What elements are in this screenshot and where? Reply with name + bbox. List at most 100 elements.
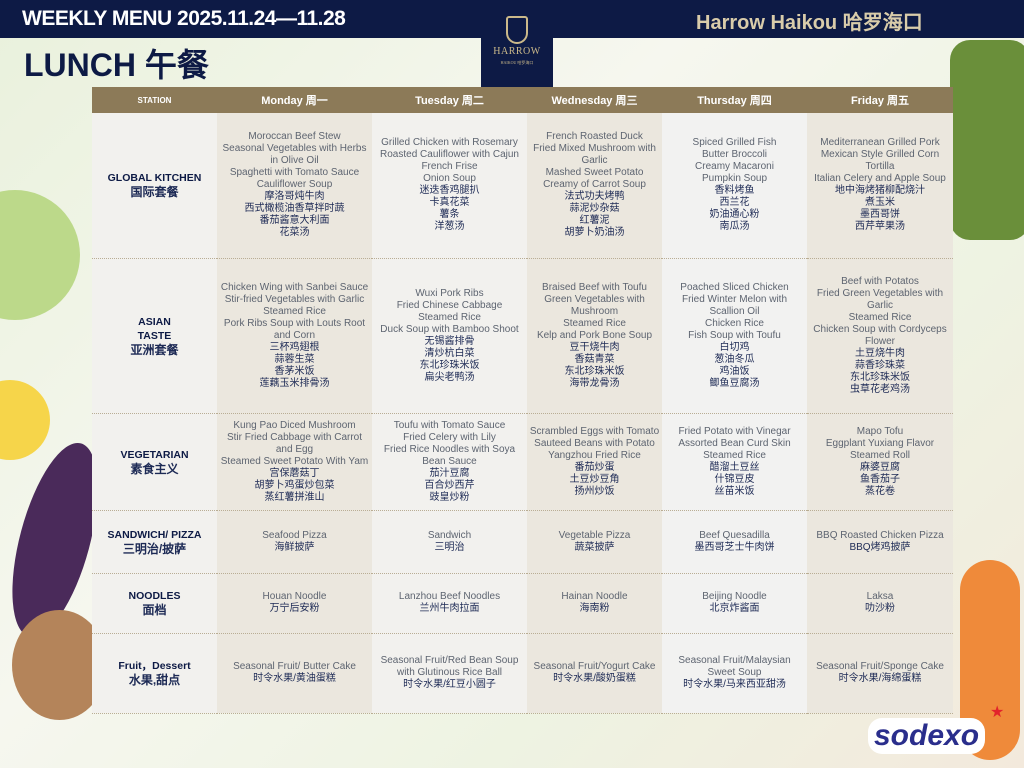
dish-en: Poached Sliced Chicken (680, 281, 789, 293)
dish-zh: 东北珍珠米饭 (564, 365, 625, 377)
dish-zh: 蒜蓉生菜 (274, 353, 315, 365)
dish-zh: 蒜泥炒杂菇 (569, 203, 620, 215)
dish-en: Chicken Soup with Cordyceps Flower (813, 323, 947, 347)
harrow-logo: HARROW HAIKOU 哈罗海口 (481, 0, 553, 95)
dish-en: Pork Ribs Soup with Louts Root and Corn (223, 317, 366, 341)
dish-zh: 白切鸡 (719, 341, 750, 353)
station-name-zh: 亚洲套餐 (130, 342, 179, 357)
station-name: VEGETARIAN (120, 448, 189, 461)
station-name: ASIAN (138, 315, 171, 328)
dish-zh: 时令水果/酸奶蛋糕 (553, 673, 636, 684)
dish-zh: 扬州炒饭 (574, 485, 615, 497)
dish-zh: 海南粉 (579, 603, 610, 614)
dish-zh: 迷迭香鸡腿扒 (419, 185, 480, 197)
menu-cell: Wuxi Pork Ribs Fried Chinese Cabbage Steam… (372, 258, 527, 414)
dish-en: Stir-fried Vegetables with Garlic (224, 293, 365, 305)
dish-zh: 海鲜披萨 (274, 541, 315, 553)
dish-zh: 虫草花老鸡汤 (850, 383, 910, 395)
dish-zh: 薯条 (439, 209, 460, 221)
dish-en: Fried Potato with Vinegar (678, 425, 791, 437)
day-header: Friday 周五 (807, 87, 953, 113)
dish-zh: 红薯泥 (579, 215, 610, 227)
dish-en: Seafood Pizza (262, 529, 327, 541)
station-cell: GLOBAL KITCHEN 国际套餐 (92, 113, 217, 259)
dish-en: Seasonal Fruit/Malaysian Sweet Soup (678, 655, 791, 678)
dish-zh: 丝苗米饭 (714, 485, 755, 497)
menu-cell: Chicken Wing with Sanbei Sauce Stir-fried… (217, 258, 372, 414)
dish-en: Beef Quesadilla (699, 529, 770, 541)
menu-cell: Beijing Noodle 北京炸酱面 (662, 573, 807, 634)
menu-cell: BBQ Roasted Chicken Pizza BBQ烤鸡披萨 (807, 510, 953, 574)
dish-zh: 三杯鸡翅根 (269, 341, 320, 353)
menu-cell: Beef with Potatos Fried Green Vegetables … (807, 258, 953, 414)
dish-en: Wuxi Pork Ribs (415, 287, 484, 299)
dish-en: Sandwich (427, 529, 472, 541)
menu-cell: Houan Noodle 万宁后安粉 (217, 573, 372, 634)
dish-zh: 香料烤鱼 (714, 185, 755, 197)
dish-zh: 时令水果/红豆小圆子 (403, 679, 496, 690)
dish-en: Laksa (866, 591, 894, 602)
station-name: Fruit，Dessert (118, 660, 191, 672)
dish-en: Fried Rice Noodles with Soya Bean Sauce (383, 443, 516, 467)
dish-zh: 地中海烤猪柳配烧汁 (835, 185, 925, 197)
dish-en: Fried Mixed Mushroom with Garlic (533, 143, 656, 167)
logo-subtext: HAIKOU 哈罗海口 (500, 60, 534, 65)
menu-row: SANDWICH/ PIZZA 三明治/披萨 Seafood Pizza 海鲜披萨 Sa… (92, 510, 953, 574)
dish-zh: 叻沙粉 (865, 603, 895, 614)
dish-zh: 什锦豆皮 (714, 473, 755, 485)
dish-en: Steamed Rice (703, 449, 766, 461)
day-header: Monday 周一 (217, 87, 372, 113)
station-header: STATION (92, 87, 217, 113)
dish-en: Steamed Rice (563, 317, 626, 329)
dish-zh: 时令水果/马来西亚甜汤 (683, 679, 786, 690)
dish-en: Kelp and Pork Bone Soup (536, 329, 653, 341)
station-cell: Fruit，Dessert 水果,甜点 (92, 633, 217, 714)
menu-cell: Mediterranean Grilled Pork Mexican Style … (807, 113, 953, 259)
dish-zh: 法式功夫烤鸭 (564, 191, 625, 203)
dish-en: Braised Beef with Toufu (542, 281, 647, 293)
dish-en: Chicken Wing with Sanbei Sauce (220, 281, 369, 293)
dish-en: Onion Soup (423, 173, 476, 185)
dish-zh: 豉皇炒粉 (429, 491, 470, 503)
menu-cell: Scrambled Eggs with Tomato Sauteed Beans … (527, 413, 662, 511)
dish-zh: 胡萝卜奶油汤 (564, 227, 625, 239)
dish-en: Sauteed Beans with Potato (534, 437, 655, 449)
day-header: Tuesday 周二 (372, 87, 527, 113)
dish-en: Creamy Macaroni (695, 161, 774, 173)
dish-zh: BBQ烤鸡披萨 (849, 541, 911, 553)
dish-zh: 蔬菜披萨 (574, 541, 615, 553)
dish-en: Stir Fried Cabbage with Carrot and Egg (226, 431, 363, 455)
menu-cell: Poached Sliced Chicken Fried Winter Melon… (662, 258, 807, 414)
dish-en: Mediterranean Grilled Pork (820, 137, 940, 149)
dish-en: Seasonal Vegetables with Herbs in Olive … (222, 143, 367, 167)
dish-zh: 蒜香珍珠菜 (855, 359, 905, 371)
dish-en: Steamed Rice (848, 311, 912, 323)
dish-zh: 香菇青菜 (574, 353, 615, 365)
menu-cell: French Roasted Duck Fried Mixed Mushroom … (527, 113, 662, 259)
dish-en: Mashed Sweet Potato (545, 167, 644, 179)
dish-zh: 醋溜土豆丝 (709, 461, 760, 473)
menu-row: GLOBAL KITCHEN 国际套餐 Moroccan Beef Stew Seas… (92, 113, 953, 259)
station-cell: SANDWICH/ PIZZA 三明治/披萨 (92, 510, 217, 574)
dish-en: Grilled Chicken with Rosemary (381, 137, 518, 149)
dish-zh: 宫保蘑菇丁 (269, 467, 320, 479)
dish-zh: 土豆烧牛肉 (855, 347, 905, 359)
dish-zh: 西兰花 (719, 197, 750, 209)
dish-zh: 蒸红薯拼淮山 (264, 491, 325, 503)
station-name-zh: 素食主义 (130, 461, 179, 476)
dish-zh: 清炒杭白菜 (424, 347, 475, 359)
dish-zh: 煮玉米 (865, 197, 895, 209)
dish-en: Eggplant Yuxiang Flavor (825, 437, 935, 449)
dish-zh: 土豆炒豆角 (569, 473, 620, 485)
dish-zh: 南瓜汤 (719, 221, 750, 233)
dish-zh: 麻婆豆腐 (860, 461, 900, 473)
menu-row: NOODLES 面档 Houan Noodle 万宁后安粉 Lanzhou Beef N… (92, 573, 953, 634)
dish-zh: 番茄酱意大利面 (259, 215, 330, 227)
dish-en: Seasonal Fruit/Red Bean Soup with Glutin… (380, 655, 519, 678)
dish-en: Spiced Grilled Fish (692, 137, 777, 149)
dish-zh: 花菜汤 (279, 227, 310, 239)
dish-en: Houan Noodle (262, 591, 327, 602)
menu-cell: Vegetable Pizza 蔬菜披萨 (527, 510, 662, 574)
logo-text: HARROW (493, 46, 541, 57)
dish-en: Pumpkin Soup (701, 173, 768, 185)
